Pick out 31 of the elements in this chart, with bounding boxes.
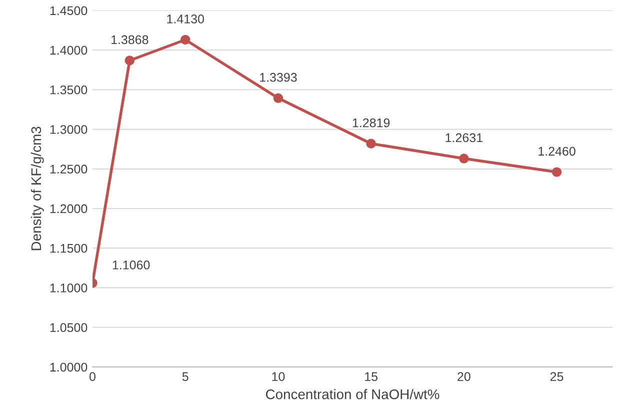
x-tick-label: 25 bbox=[550, 372, 564, 382]
point bbox=[124, 56, 135, 66]
y-tick-label: 1.3500 bbox=[50, 85, 88, 94]
data-label: 1.4130 bbox=[167, 14, 204, 24]
x-axis-title: Concentration of NaOH/wt% bbox=[266, 389, 440, 400]
data-label: 1.2631 bbox=[446, 133, 482, 142]
y-tick-label: 1.0500 bbox=[50, 323, 88, 332]
x-tick-label: 20 bbox=[458, 372, 470, 382]
x-tick-label: 15 bbox=[365, 372, 378, 382]
x-tick-label: 5 bbox=[182, 372, 188, 382]
y-tick-label: 1.4000 bbox=[50, 46, 88, 55]
y-tick-label: 1.1500 bbox=[50, 244, 88, 253]
y-tick-label: 1.3000 bbox=[50, 125, 88, 134]
x-tick-label: 0 bbox=[90, 372, 96, 382]
point bbox=[180, 34, 190, 45]
y-tick-label: 1.0000 bbox=[50, 362, 88, 372]
data-label: 1.2819 bbox=[352, 118, 390, 128]
point bbox=[273, 93, 284, 103]
data-label: 1.3393 bbox=[260, 72, 297, 82]
y-tick-label: 1.2500 bbox=[50, 164, 88, 174]
y-axis-title: Density of KF/g/cm3 bbox=[30, 126, 44, 250]
data-label: 1.2460 bbox=[538, 146, 576, 156]
data-label: 1.3868 bbox=[111, 35, 148, 44]
point bbox=[552, 167, 562, 177]
y-tick-label: 1.1000 bbox=[50, 284, 88, 292]
x-tick-label: 10 bbox=[272, 372, 285, 382]
point bbox=[366, 138, 376, 148]
data-label: 1.1060 bbox=[112, 260, 150, 270]
point bbox=[459, 154, 469, 164]
y-tick-label: 1.4500 bbox=[50, 6, 88, 16]
y-tick-label: 1.2000 bbox=[50, 204, 88, 214]
